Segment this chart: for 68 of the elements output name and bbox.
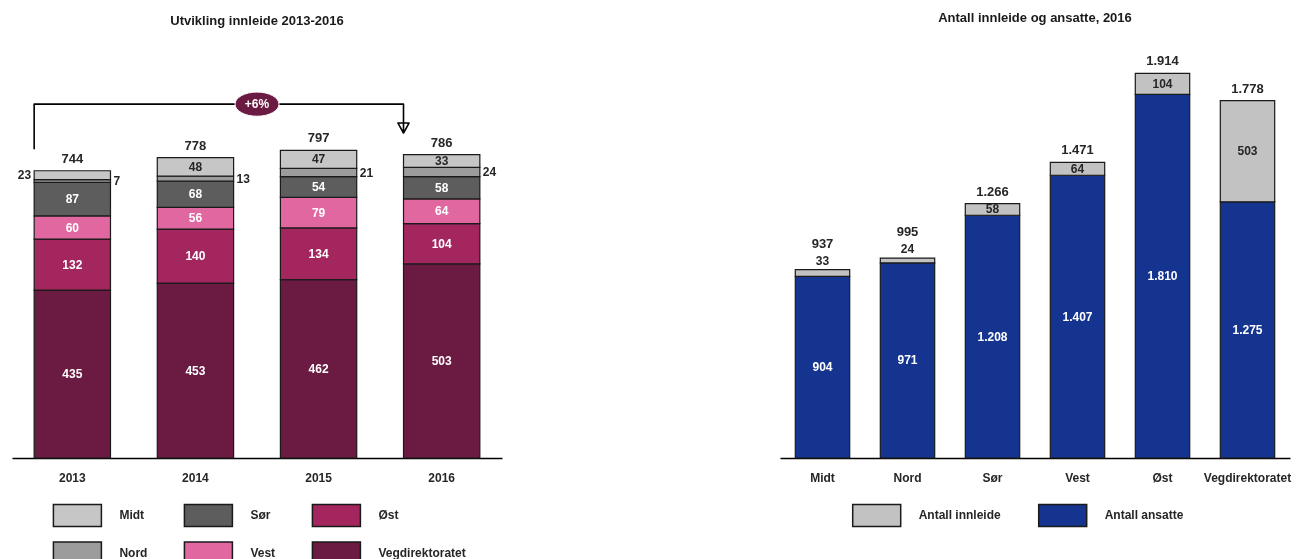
data-label: 132 xyxy=(62,257,83,272)
x-tick-label: Øst xyxy=(1152,470,1173,485)
data-label: 33 xyxy=(815,253,830,268)
data-label: 23 xyxy=(17,168,32,183)
x-tick-label: 2014 xyxy=(182,470,210,485)
data-label: 24 xyxy=(482,164,497,179)
data-label: 47 xyxy=(311,152,326,167)
data-label: 7 xyxy=(113,174,121,188)
chart-title: Antall innleide og ansatte, 2016 xyxy=(938,10,1132,26)
data-label: 1.407 xyxy=(1062,309,1093,324)
data-label: 104 xyxy=(1152,76,1173,91)
bar xyxy=(33,170,112,181)
legend-label: Vegdirektoratet xyxy=(378,546,466,559)
x-tick-label: Midt xyxy=(810,470,835,485)
data-label: 904 xyxy=(812,360,833,375)
text: +6% xyxy=(244,97,270,112)
data-label: 140 xyxy=(185,249,206,264)
data-label: 13 xyxy=(236,171,251,186)
data-label: 58 xyxy=(985,202,1000,217)
x-tick-label: Vest xyxy=(1065,470,1090,485)
legend-label: Øst xyxy=(378,508,399,523)
x-tick-label: 2015 xyxy=(305,470,333,485)
data-label: 54 xyxy=(311,179,326,194)
data-label: 1.810 xyxy=(1147,269,1178,284)
data-label: 24 xyxy=(900,242,915,257)
legend-label: Nord xyxy=(119,546,148,559)
data-label: 58 xyxy=(434,180,449,195)
data-label: 21 xyxy=(359,165,374,180)
data-label: 64 xyxy=(1070,161,1085,176)
data-label: 971 xyxy=(897,353,918,368)
x-tick-label: 2016 xyxy=(428,470,456,485)
x-tick-label: Nord xyxy=(893,470,922,485)
data-label: 104 xyxy=(431,236,453,251)
legend-label: Vest xyxy=(250,546,276,559)
legend-label: Sør xyxy=(250,508,271,523)
legend-label: Antall ansatte xyxy=(1104,508,1184,523)
data-label: 68 xyxy=(188,187,203,202)
data-label: 64 xyxy=(434,204,449,219)
total-label: 1.914 xyxy=(1146,53,1180,69)
data-label: 79 xyxy=(311,205,326,220)
data-label: 48 xyxy=(188,159,203,174)
total-label: 797 xyxy=(307,130,330,146)
data-label: 134 xyxy=(308,246,329,261)
data-label: 56 xyxy=(188,211,203,226)
data-label: 60 xyxy=(65,220,80,235)
total-label: 1.266 xyxy=(976,183,1009,199)
legend-label: Antall innleide xyxy=(918,508,1002,523)
data-label: 1.275 xyxy=(1232,322,1263,337)
total-label: 778 xyxy=(184,137,207,153)
legend-label: Midt xyxy=(119,508,145,523)
chart-title: Utvikling innleide 2013-2016 xyxy=(170,13,344,28)
data-label: 453 xyxy=(185,363,206,378)
total-label: 1.471 xyxy=(1061,142,1094,158)
data-label: 435 xyxy=(62,367,83,382)
data-label: 503 xyxy=(431,353,453,368)
total-label: 786 xyxy=(430,134,453,150)
total-label: 1.778 xyxy=(1231,80,1264,96)
data-label: 503 xyxy=(1237,144,1258,159)
x-tick-label: 2013 xyxy=(58,470,86,485)
data-label: 87 xyxy=(65,192,80,207)
data-label: 462 xyxy=(308,361,329,376)
data-label: 1.208 xyxy=(977,329,1008,344)
data-label: 33 xyxy=(434,153,449,168)
x-tick-label: Vegdirektoratet xyxy=(1203,470,1292,485)
total-label: 937 xyxy=(811,235,834,251)
total-label: 744 xyxy=(61,150,84,166)
total-label: 995 xyxy=(896,224,919,240)
x-tick-label: Sør xyxy=(982,470,1003,485)
